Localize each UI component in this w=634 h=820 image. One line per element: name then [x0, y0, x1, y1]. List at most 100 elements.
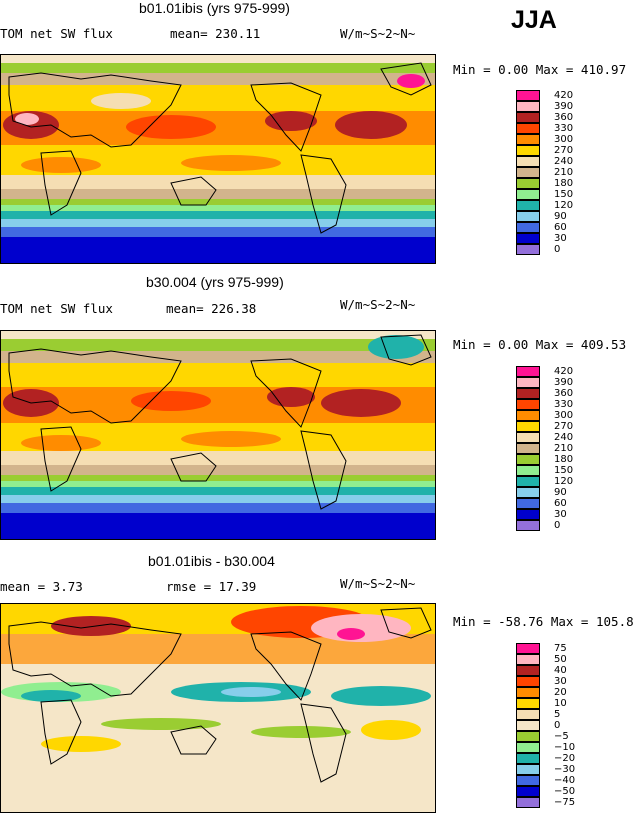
legend-swatch	[516, 134, 540, 145]
legend-label: 5	[554, 709, 561, 720]
legend-swatch	[516, 167, 540, 178]
legend-label: 210	[554, 443, 574, 454]
season-label: JJA	[511, 6, 557, 34]
legend-label: −75	[554, 797, 576, 808]
map-field	[1, 331, 435, 539]
legend-label: 75	[554, 643, 567, 654]
legend-label: 10	[554, 698, 567, 709]
legend-swatch	[516, 112, 540, 123]
legend-swatch	[516, 222, 540, 233]
rmse-label: rmse = 17.39	[166, 579, 257, 594]
units-label: W/m~S~2~N~	[340, 297, 416, 312]
legend-label: 300	[554, 410, 574, 421]
legend-swatch	[516, 443, 540, 454]
legend-swatch	[516, 487, 540, 498]
legend-swatch	[516, 123, 540, 134]
legend-label: −30	[554, 764, 576, 775]
legend-label: 90	[554, 211, 567, 222]
legend-swatch	[516, 421, 540, 432]
legend-label: 30	[554, 676, 567, 687]
legend-swatch	[516, 720, 540, 731]
map-plot	[0, 330, 436, 540]
units-label: W/m~S~2~N~	[340, 576, 416, 591]
legend-label: −40	[554, 775, 576, 786]
legend-label: 120	[554, 200, 574, 211]
legend-swatch	[516, 698, 540, 709]
legend-swatch	[516, 797, 540, 808]
legend-label: 50	[554, 654, 567, 665]
legend-swatch	[516, 388, 540, 399]
legend-label: 30	[554, 509, 567, 520]
legend-swatch	[516, 410, 540, 421]
legend-label: 180	[554, 178, 574, 189]
legend-label: 150	[554, 189, 574, 200]
legend-swatch	[516, 654, 540, 665]
legend-swatch	[516, 786, 540, 797]
legend-swatch	[516, 764, 540, 775]
legend-swatch	[516, 665, 540, 676]
legend-label: 330	[554, 123, 574, 134]
legend-swatch	[516, 200, 540, 211]
legend-swatch	[516, 676, 540, 687]
legend-swatch	[516, 432, 540, 443]
legend-label: 270	[554, 421, 574, 432]
legend-label: −5	[554, 731, 569, 742]
legend-swatch	[516, 145, 540, 156]
legend-swatch	[516, 509, 540, 520]
legend-swatch	[516, 465, 540, 476]
units-label: W/m~S~2~N~	[340, 26, 416, 41]
legend-label: −20	[554, 753, 576, 764]
legend-label: 270	[554, 145, 574, 156]
legend-label: 120	[554, 476, 574, 487]
legend-label: 20	[554, 687, 567, 698]
legend-swatch	[516, 366, 540, 377]
minmax-label: Min = 0.00 Max = 410.97	[453, 62, 627, 77]
minmax-label: Min = 0.00 Max = 409.53	[453, 337, 627, 352]
legend-swatch	[516, 211, 540, 222]
legend-label: 60	[554, 222, 567, 233]
legend-label: 90	[554, 487, 567, 498]
mean-label: mean= 226.38	[166, 301, 257, 316]
legend-label: 420	[554, 90, 574, 101]
map-plot	[0, 54, 436, 264]
legend-swatch	[516, 775, 540, 786]
field-label: TOM net SW flux	[0, 301, 113, 316]
minmax-label: Min = -58.76 Max = 105.86	[453, 614, 634, 629]
legend-label: 300	[554, 134, 574, 145]
legend-swatch	[516, 476, 540, 487]
map-field	[1, 604, 435, 812]
legend-swatch	[516, 189, 540, 200]
legend-label: 210	[554, 167, 574, 178]
legend-swatch	[516, 643, 540, 654]
legend-swatch	[516, 233, 540, 244]
map-plot	[0, 603, 436, 813]
legend-swatch	[516, 454, 540, 465]
legend-swatch	[516, 178, 540, 189]
legend-label: −10	[554, 742, 576, 753]
legend-label: −50	[554, 786, 576, 797]
map-field	[1, 55, 435, 263]
legend-label: 330	[554, 399, 574, 410]
legend-label: 360	[554, 112, 574, 123]
legend-swatch	[516, 399, 540, 410]
legend-label: 180	[554, 454, 574, 465]
legend-swatch	[516, 520, 540, 531]
legend-swatch	[516, 498, 540, 509]
mean-label: mean= 230.11	[170, 26, 261, 41]
mean-label: mean = 3.73	[0, 579, 83, 594]
field-label: TOM net SW flux	[0, 26, 113, 41]
legend-label: 150	[554, 465, 574, 476]
legend-swatch	[516, 101, 540, 112]
legend-label: 0	[554, 244, 561, 255]
panel-title: b01.01ibis - b30.004	[148, 553, 275, 569]
legend-label: 390	[554, 377, 574, 388]
legend-label: 60	[554, 498, 567, 509]
legend-swatch	[516, 753, 540, 764]
legend-label: 390	[554, 101, 574, 112]
legend-label: 240	[554, 156, 574, 167]
legend-label: 40	[554, 665, 567, 676]
legend-swatch	[516, 156, 540, 167]
legend-label: 0	[554, 520, 561, 531]
legend-swatch	[516, 709, 540, 720]
legend-swatch	[516, 731, 540, 742]
